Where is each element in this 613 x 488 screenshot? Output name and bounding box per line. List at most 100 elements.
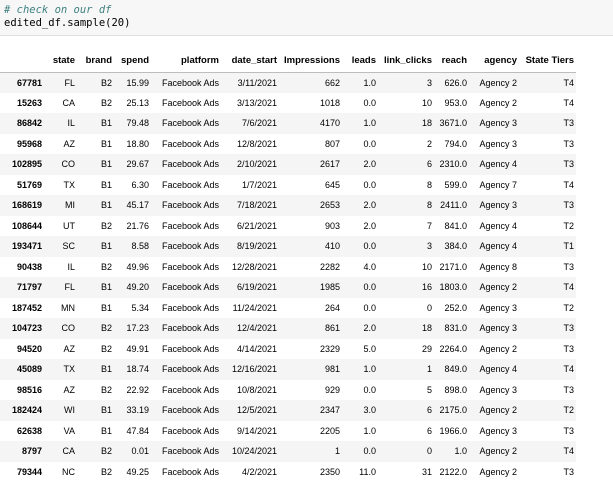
table-cell: IL	[67, 118, 75, 129]
column-header: State Tiers	[519, 50, 576, 73]
table-cell: 45.17	[126, 200, 149, 211]
table-cell: Agency 2	[479, 343, 517, 354]
table-cell: 794.0	[444, 138, 467, 149]
table-cell: 3	[426, 77, 432, 88]
table-cell: AZ	[63, 343, 75, 354]
table-cell: 1	[334, 446, 340, 457]
table-cell: 0.0	[363, 97, 376, 108]
table-row: 79344 NC B2 49.25 Facebook Ads 4/2/2021 2350 11…	[0, 462, 576, 483]
table-cell: 0.0	[363, 282, 376, 293]
table-cell: 3	[426, 241, 432, 252]
table-cell: 29.67	[126, 159, 149, 170]
table-cell: 2.0	[363, 159, 376, 170]
row-index: 95968	[16, 138, 42, 149]
table-cell: 2653	[319, 200, 340, 211]
table-cell: 6/19/2021	[236, 282, 277, 293]
table-cell: Agency 2	[479, 446, 517, 457]
table-cell: Facebook Ads	[161, 384, 219, 395]
table-cell: B2	[100, 97, 112, 108]
table-cell: 831.0	[444, 323, 467, 334]
table-cell: 7/6/2021	[241, 118, 277, 129]
table-row: 86842 IL B1 79.48 Facebook Ads 7/6/2021 4170 1.…	[0, 113, 576, 134]
table-cell: T3	[563, 159, 574, 170]
table-cell: Agency 8	[479, 261, 517, 272]
table-cell: 2.0	[363, 200, 376, 211]
table-cell: CO	[61, 323, 76, 334]
table-cell: 6.30	[131, 179, 149, 190]
table-cell: Agency 2	[479, 77, 517, 88]
table-cell: B2	[100, 384, 112, 395]
row-index: 90438	[16, 261, 42, 272]
table-row: 51769 TX B1 6.30 Facebook Ads 1/7/2021 645 0.0 8…	[0, 175, 576, 196]
table-cell: 2310.0	[439, 159, 467, 170]
row-index: 102895	[11, 159, 42, 170]
table-cell: AZ	[63, 138, 75, 149]
table-cell: SC	[62, 241, 75, 252]
column-header: state	[44, 50, 77, 73]
table-cell: 5.34	[131, 302, 149, 313]
table-cell: 0.0	[363, 446, 376, 457]
table-cell: 31	[421, 466, 432, 477]
table-cell: 4170	[319, 118, 340, 129]
table-cell: 1/7/2021	[241, 179, 277, 190]
table-cell: 5	[426, 384, 432, 395]
row-index: 8797	[21, 446, 42, 457]
table-row: 193471 SC B1 8.58 Facebook Ads 8/19/2021 410 0.…	[0, 236, 576, 257]
dataframe-table: state brand spend platform date_start Impress…	[0, 50, 576, 482]
table-cell: B1	[100, 241, 112, 252]
table-cell: T3	[563, 466, 574, 477]
table-cell: 11/24/2021	[232, 302, 277, 313]
table-cell: B2	[100, 261, 112, 272]
table-row: 98516 AZ B2 22.92 Facebook Ads 10/8/2021 929 0.…	[0, 380, 576, 401]
table-cell: T3	[563, 200, 574, 211]
table-cell: Facebook Ads	[161, 241, 219, 252]
table-cell: T3	[563, 425, 574, 436]
table-cell: 49.96	[126, 261, 149, 272]
table-cell: Agency 4	[479, 220, 517, 231]
table-cell: 0	[426, 302, 432, 313]
table-cell: 10/8/2021	[236, 384, 277, 395]
table-cell: B2	[100, 220, 112, 231]
table-cell: 2171.0	[439, 261, 467, 272]
code-comment: # check on our df	[4, 4, 112, 16]
table-cell: 12/5/2021	[236, 405, 277, 416]
table-cell: 16	[421, 282, 432, 293]
table-cell: 6	[426, 405, 432, 416]
table-cell: T4	[563, 179, 574, 190]
column-header: platform	[151, 50, 221, 73]
table-row: 168619 MI B1 45.17 Facebook Ads 7/18/2021 2653…	[0, 195, 576, 216]
table-cell: B2	[100, 466, 112, 477]
table-cell: 4/14/2021	[236, 343, 277, 354]
table-cell: 3/11/2021	[237, 77, 277, 88]
table-cell: 6	[426, 159, 432, 170]
table-cell: 0.0	[363, 384, 376, 395]
code-cell[interactable]: # check on our df edited_df.sample(20)	[0, 0, 613, 36]
table-cell: 12/28/2021	[231, 261, 277, 272]
table-cell: B1	[100, 405, 112, 416]
table-cell: 15.99	[126, 77, 149, 88]
table-row: 94520 AZ B2 49.91 Facebook Ads 4/14/2021 2329 5…	[0, 339, 576, 360]
table-cell: AZ	[63, 384, 75, 395]
table-cell: T4	[563, 77, 574, 88]
table-cell: Facebook Ads	[161, 97, 219, 108]
table-cell: 953.0	[444, 97, 467, 108]
table-cell: T3	[563, 118, 574, 129]
table-cell: 2350	[319, 466, 340, 477]
table-row: 8797 CA B2 0.01 Facebook Ads 10/24/2021 1 0.0 0 1…	[0, 441, 576, 462]
table-cell: 8.58	[131, 241, 149, 252]
table-cell: T3	[563, 261, 574, 272]
table-cell: 3671.0	[439, 118, 467, 129]
table-cell: Facebook Ads	[161, 200, 219, 211]
table-cell: 2/10/2021	[236, 159, 277, 170]
table-cell: 861	[324, 323, 340, 334]
table-cell: IL	[67, 261, 75, 272]
table-cell: 410	[324, 241, 340, 252]
table-cell: 7	[426, 220, 432, 231]
table-cell: Agency 7	[479, 179, 517, 190]
table-cell: 1018	[319, 97, 340, 108]
table-cell: 6	[426, 425, 432, 436]
table-cell: 49.91	[126, 343, 149, 354]
table-cell: B1	[100, 282, 112, 293]
table-cell: 5.0	[363, 343, 376, 354]
table-cell: NC	[62, 466, 75, 477]
